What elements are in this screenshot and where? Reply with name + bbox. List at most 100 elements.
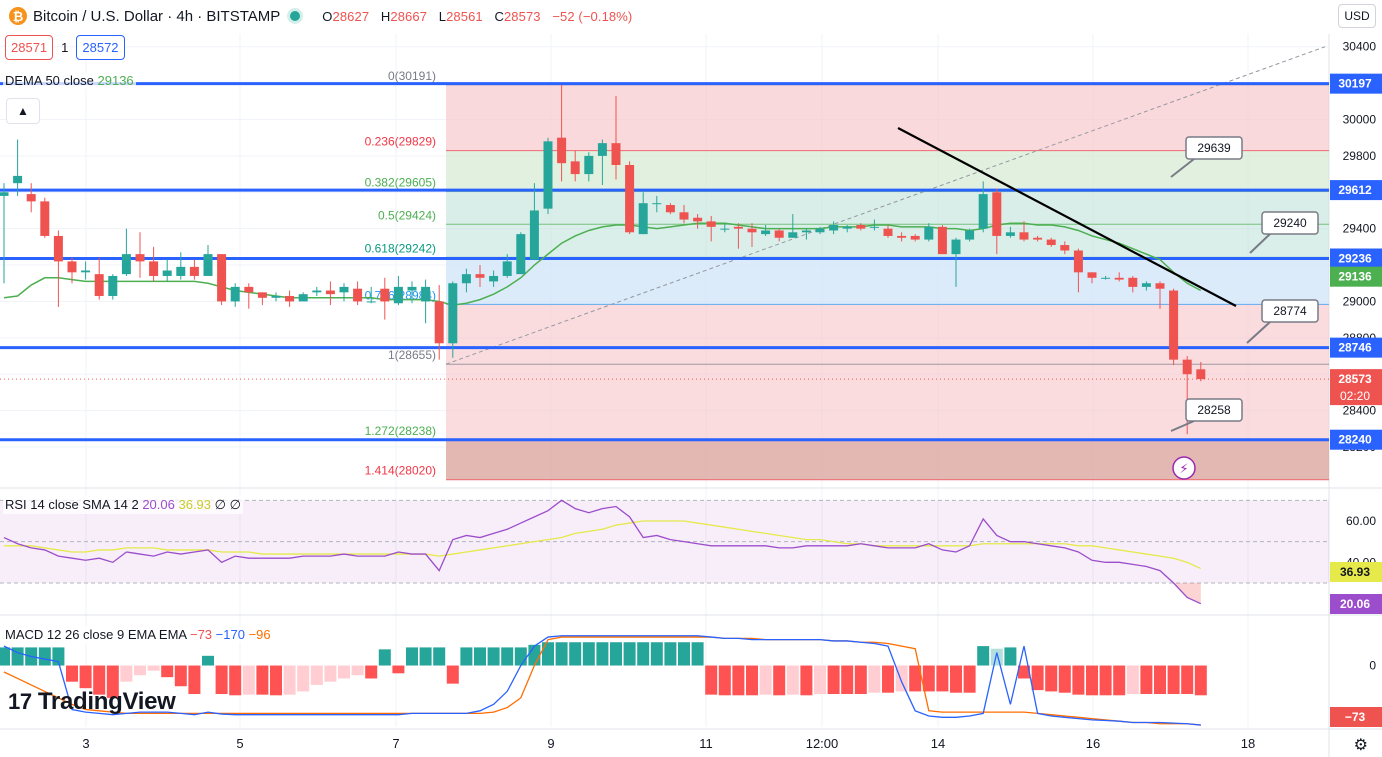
macd-histogram-bar: [582, 642, 595, 666]
rsi-tag-label: 20.06: [1340, 597, 1370, 611]
callout-pointer: [1249, 233, 1271, 254]
candle-down: [94, 274, 104, 296]
time-tick-label: 12:00: [806, 736, 839, 751]
time-tick-label: 16: [1086, 736, 1100, 751]
callout-label: 28258: [1197, 403, 1231, 417]
candle-down: [380, 288, 390, 302]
candle-down: [1169, 290, 1179, 360]
candle-down: [53, 235, 63, 262]
change-value: −52 (−0.18%): [552, 8, 633, 24]
macd-histogram-bar: [93, 665, 106, 695]
candle-down: [897, 235, 907, 238]
macd-histogram-bar: [1031, 665, 1044, 691]
candle-up: [965, 230, 975, 240]
candle-up: [801, 230, 811, 233]
macd-histogram-bar: [1072, 665, 1085, 695]
macd-histogram-bar: [691, 642, 704, 666]
settings-gear-icon[interactable]: ⚙: [1353, 737, 1368, 754]
macd-histogram-bar: [147, 665, 160, 671]
low-label: L: [438, 8, 447, 24]
price-tag-label: 28240: [1338, 433, 1372, 447]
macd-histogram-bar: [134, 665, 146, 676]
macd-histogram-bar: [474, 647, 486, 666]
candle-down: [992, 192, 1002, 236]
candle-down: [285, 295, 295, 302]
macd-histogram-bar: [542, 642, 554, 666]
candle-up: [652, 203, 662, 205]
fib-zone: [446, 364, 1329, 441]
macd-histogram-bar: [1167, 665, 1180, 694]
candle-up: [788, 232, 798, 238]
order-quantity[interactable]: 1: [61, 40, 69, 55]
rsi-sma-tag-label: 36.93: [1340, 565, 1370, 579]
candle-down: [1128, 277, 1138, 287]
candle-up: [1101, 277, 1111, 279]
candle-up: [516, 234, 526, 275]
macd-histogram-bar: [106, 665, 119, 698]
macd-legend[interactable]: MACD 12 26 close 9 EMA EMA −73 −170 −96: [3, 626, 273, 643]
macd-histogram-bar: [841, 665, 854, 694]
macd-histogram-bar: [963, 665, 976, 693]
macd-legend-label: MACD 12 26 close 9 EMA EMA: [5, 627, 187, 642]
dema-legend[interactable]: DEMA 50 close 29136: [3, 72, 136, 89]
candle-down: [434, 301, 444, 344]
candle-down: [67, 261, 77, 273]
candle-up: [121, 254, 131, 275]
candle-up: [489, 275, 499, 282]
candle-down: [1046, 239, 1056, 246]
candle-down: [910, 235, 920, 240]
macd-histogram-bar: [1086, 665, 1098, 696]
buy-price-button[interactable]: 28572: [76, 35, 125, 60]
time-tick-label: 18: [1241, 736, 1255, 751]
candle-down: [557, 137, 567, 164]
price-tick-label: 30400: [1343, 40, 1377, 54]
candle-down: [733, 226, 743, 229]
macd-histogram-bar: [650, 642, 663, 666]
lightning-icon: ⚡: [1179, 462, 1188, 477]
macd-histogram-bar: [1018, 665, 1030, 679]
currency-select[interactable]: USD: [1338, 4, 1376, 28]
macd-histogram-bar: [759, 665, 772, 695]
rsi-legend[interactable]: RSI 14 close SMA 14 2 20.06 36.93 ∅ ∅: [3, 496, 243, 514]
macd-histogram-bar: [1194, 665, 1207, 696]
candle-down: [1033, 237, 1043, 240]
candle-down: [257, 292, 267, 298]
macd-histogram-bar: [79, 665, 92, 689]
candle-down: [693, 217, 703, 222]
countdown-label: 02:20: [1340, 389, 1370, 403]
price-tick-label: 29400: [1343, 222, 1377, 236]
macd-histogram-bar: [351, 665, 364, 676]
fib-zone: [446, 440, 1329, 480]
macd-histogram-bar: [1181, 665, 1194, 694]
price-tag-label: 29236: [1338, 251, 1372, 265]
dema-line: [3, 222, 1202, 306]
collapse-legend-button[interactable]: ▲: [6, 98, 40, 124]
ohlc-values: O28627 H28667 L28561 C28573 −52 (−0.18%): [322, 9, 632, 24]
rsi-oversold-fill: [1173, 583, 1201, 604]
symbol-title[interactable]: Bitcoin / U.S. Dollar · 4h · BITSTAMP: [33, 7, 281, 25]
macd-histogram-bar: [310, 665, 323, 685]
fib-zone: [446, 191, 1329, 225]
sell-price-button[interactable]: 28571: [5, 35, 54, 60]
market-open-icon: [290, 11, 301, 21]
macd-histogram-bar: [446, 665, 459, 684]
tradingview-logo[interactable]: 17 TradingView: [8, 688, 176, 716]
candle-up: [393, 286, 403, 304]
time-tick-label: 11: [699, 736, 713, 751]
macd-histogram-bar: [732, 665, 745, 696]
candle-down: [1196, 369, 1206, 380]
macd-hist-legend-value: −73: [189, 627, 213, 642]
callout-label: 29240: [1273, 216, 1307, 230]
price-tag-label: 28573: [1338, 372, 1372, 386]
fib-level-label: 0.236(29829): [365, 135, 436, 149]
fib-trend-dashed-line: [445, 46, 1326, 365]
fib-level-label: 0.5(29424): [378, 208, 436, 222]
candle-down: [40, 201, 50, 236]
callout-box: [1185, 398, 1243, 422]
macd-histogram-bar: [406, 647, 418, 666]
macd-histogram-bar: [922, 665, 935, 692]
fib-zone: [446, 257, 1329, 305]
macd-histogram-bar: [555, 642, 568, 666]
